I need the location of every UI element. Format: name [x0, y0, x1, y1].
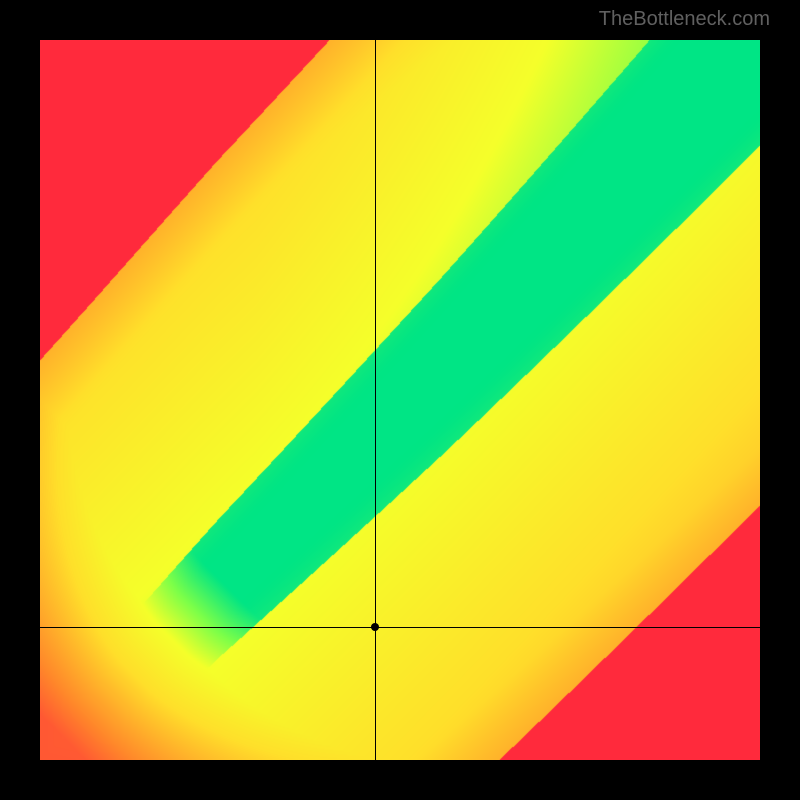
crosshair-vertical	[375, 40, 376, 760]
crosshair-horizontal	[40, 627, 760, 628]
heatmap-canvas	[40, 40, 760, 760]
crosshair-marker	[371, 623, 379, 631]
heatmap-chart	[40, 40, 760, 760]
watermark-text: TheBottleneck.com	[599, 8, 770, 31]
